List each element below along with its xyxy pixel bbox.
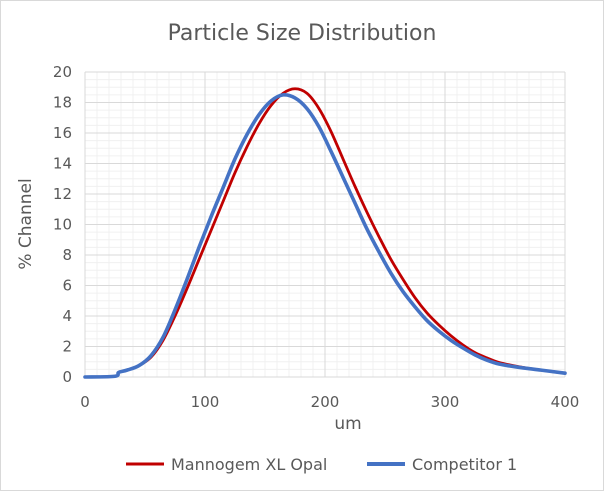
- y-tick-label: 18: [53, 94, 72, 112]
- series-lines: [83, 87, 567, 379]
- x-tick-label: 0: [80, 393, 90, 411]
- y-tick-label: 8: [62, 246, 72, 264]
- major-gridlines: [84, 71, 566, 378]
- legend: Mannogem XL Opal Competitor 1: [126, 455, 517, 474]
- y-axis-ticks: 0 2 4 6 8 10 12 14 16 18 20: [53, 63, 72, 386]
- y-tick-label: 4: [62, 307, 72, 325]
- x-tick-label: 200: [311, 393, 340, 411]
- y-tick-label: 20: [53, 63, 72, 81]
- y-tick-label: 6: [62, 277, 72, 295]
- y-tick-label: 2: [62, 338, 72, 356]
- x-axis-label: um: [334, 414, 361, 434]
- y-tick-label: 12: [53, 185, 72, 203]
- x-axis-ticks: 0 100 200 300 400: [80, 393, 579, 411]
- y-tick-label: 14: [53, 155, 72, 173]
- legend-label: Competitor 1: [412, 455, 517, 474]
- x-tick-label: 100: [191, 393, 220, 411]
- y-tick-label: 10: [53, 216, 72, 234]
- legend-label: Mannogem XL Opal: [171, 455, 327, 474]
- y-tick-label: 16: [53, 124, 72, 142]
- y-tick-label: 0: [62, 368, 72, 386]
- x-tick-label: 400: [551, 393, 580, 411]
- x-tick-label: 300: [431, 393, 460, 411]
- chart-title: Particle Size Distribution: [168, 21, 437, 46]
- y-axis-label: % Channel: [16, 178, 36, 269]
- series-line-1: [83, 92, 567, 379]
